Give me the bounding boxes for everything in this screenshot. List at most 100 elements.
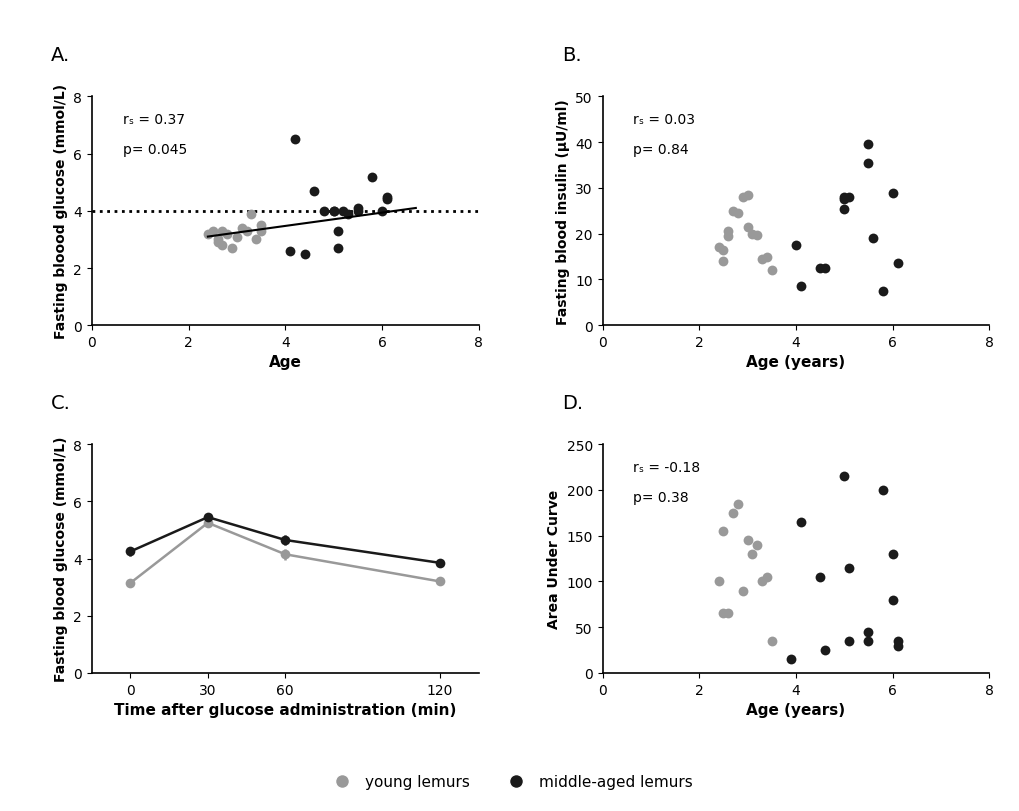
Point: [725, 205, 741, 218]
Point: [714, 607, 731, 620]
Text: p= 0.045: p= 0.045: [122, 143, 186, 157]
Point: [739, 189, 755, 202]
Point: [248, 234, 264, 247]
Point: [719, 607, 736, 620]
Point: [228, 231, 245, 244]
Point: [792, 281, 808, 294]
X-axis label: Age (years): Age (years): [746, 355, 845, 370]
X-axis label: Time after glucose administration (min): Time after glucose administration (min): [114, 702, 455, 718]
Point: [200, 228, 216, 241]
Point: [253, 225, 269, 238]
Point: [714, 255, 731, 268]
Point: [758, 251, 774, 264]
Point: [350, 205, 366, 218]
Point: [840, 561, 856, 574]
Point: [373, 205, 389, 218]
Point: [209, 234, 225, 247]
Text: C.: C.: [51, 393, 70, 412]
Point: [811, 262, 827, 275]
X-axis label: Age: Age: [269, 355, 302, 370]
Point: [763, 635, 780, 648]
Point: [859, 635, 875, 648]
Point: [233, 222, 250, 235]
Y-axis label: Fasting blood glucose (mmol/L): Fasting blood glucose (mmol/L): [54, 436, 67, 681]
Point: [209, 237, 225, 250]
Text: rₛ = -0.18: rₛ = -0.18: [633, 461, 700, 474]
Point: [783, 653, 799, 666]
Point: [253, 219, 269, 232]
Point: [840, 191, 856, 204]
Point: [243, 208, 259, 221]
Text: B.: B.: [561, 46, 581, 65]
Point: [316, 205, 332, 218]
Point: [859, 157, 875, 170]
Point: [883, 547, 900, 560]
Point: [874, 484, 891, 497]
Text: p= 0.84: p= 0.84: [633, 143, 689, 157]
Point: [734, 191, 750, 204]
Y-axis label: Area Under Curve: Area Under Curve: [546, 489, 560, 629]
Point: [214, 239, 230, 252]
Point: [734, 585, 750, 598]
Point: [811, 571, 827, 584]
Point: [889, 639, 905, 652]
Point: [330, 242, 346, 255]
Point: [816, 644, 833, 657]
Text: rₛ = 0.03: rₛ = 0.03: [633, 114, 695, 127]
Point: [714, 525, 731, 538]
Point: [725, 507, 741, 520]
Point: [753, 575, 769, 588]
Point: [836, 203, 852, 216]
Point: [859, 139, 875, 152]
Point: [889, 635, 905, 648]
Point: [763, 264, 780, 277]
Point: [748, 229, 764, 242]
Point: [816, 262, 833, 275]
Text: rₛ = 0.37: rₛ = 0.37: [122, 114, 184, 127]
Point: [350, 202, 366, 215]
Point: [330, 225, 346, 238]
Point: [859, 625, 875, 638]
Point: [709, 575, 726, 588]
Point: [364, 171, 380, 184]
Point: [224, 242, 240, 255]
Point: [753, 253, 769, 266]
Y-axis label: Fasting bloood glucose (mmol/L): Fasting bloood glucose (mmol/L): [54, 84, 67, 339]
Point: [281, 245, 298, 258]
Point: [748, 539, 764, 551]
Point: [306, 185, 322, 198]
Point: [840, 635, 856, 648]
Point: [339, 208, 356, 221]
Legend: young lemurs, middle-aged lemurs: young lemurs, middle-aged lemurs: [321, 768, 698, 796]
Point: [378, 194, 394, 207]
Y-axis label: Fasting blood insulin (μU/ml): Fasting blood insulin (μU/ml): [555, 99, 569, 324]
Point: [758, 571, 774, 584]
Text: p= 0.38: p= 0.38: [633, 491, 689, 504]
Point: [836, 470, 852, 483]
Point: [744, 228, 760, 241]
Point: [286, 134, 303, 147]
Point: [219, 228, 235, 241]
Point: [714, 244, 731, 257]
Point: [729, 208, 745, 221]
Point: [836, 194, 852, 207]
X-axis label: Age (years): Age (years): [746, 702, 845, 718]
Point: [739, 221, 755, 234]
Point: [297, 248, 313, 261]
Point: [864, 233, 880, 246]
Text: A.: A.: [51, 46, 70, 65]
Point: [325, 205, 341, 218]
Point: [214, 225, 230, 238]
Point: [889, 258, 905, 271]
Point: [836, 191, 852, 204]
Point: [205, 225, 221, 238]
Point: [739, 534, 755, 547]
Point: [792, 516, 808, 529]
Point: [874, 285, 891, 298]
Point: [883, 594, 900, 607]
Point: [709, 242, 726, 255]
Point: [719, 230, 736, 243]
Point: [729, 498, 745, 511]
Point: [883, 187, 900, 200]
Point: [378, 191, 394, 204]
